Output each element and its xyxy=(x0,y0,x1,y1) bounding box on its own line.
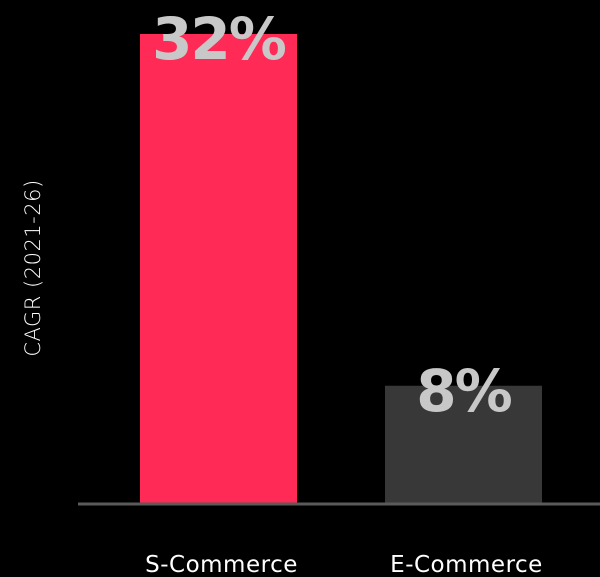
data-label-e-commerce: 8% xyxy=(416,357,511,425)
data-labels-group: 32% 8% xyxy=(152,5,514,425)
data-label-s-commerce: 32% xyxy=(152,5,286,73)
x-tick-e-commerce: E-Commerce xyxy=(390,552,543,577)
y-axis-label: CAGR (2021-26) xyxy=(21,179,45,356)
bars-group xyxy=(140,34,542,503)
x-ticks-group: S-Commerce E-Commerce xyxy=(145,552,543,577)
x-tick-s-commerce: S-Commerce xyxy=(145,552,298,577)
bar-e-commerce xyxy=(385,385,542,503)
bar-s-commerce xyxy=(140,34,297,503)
